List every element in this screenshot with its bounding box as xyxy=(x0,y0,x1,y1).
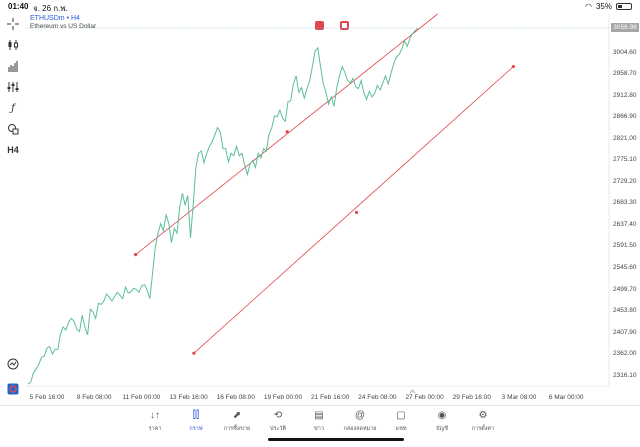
crosshair-icon[interactable] xyxy=(5,16,21,32)
price-axis-label: 2545.60 xyxy=(613,263,637,271)
trendline-2-handle[interactable] xyxy=(354,210,359,215)
price-axis-label: 3004.60 xyxy=(613,48,637,56)
symbol-name: ETHUSDm xyxy=(30,15,65,22)
price-axis-label: 2499.70 xyxy=(613,285,637,293)
nav-quotes[interactable]: ↓↑ ราคา xyxy=(135,409,175,433)
nav-label: การตั้งค่า xyxy=(471,426,495,432)
nav-mailbox[interactable]: @ กล่องจดหมาย xyxy=(340,409,380,433)
nav-label: ประวัติ xyxy=(269,426,287,432)
chart-toolbar: ƒ H4 xyxy=(0,13,26,403)
account-icon: ◉ xyxy=(437,410,447,421)
price-axis-label: 2591.50 xyxy=(613,242,637,250)
sell-button[interactable] xyxy=(315,21,324,30)
nav-label: การซื้อขาย xyxy=(223,426,251,432)
nav-trade[interactable]: ⬈ การซื้อขาย xyxy=(217,409,257,433)
current-price-tag: 3056.98 xyxy=(611,23,639,32)
signal-icon[interactable] xyxy=(5,356,21,372)
home-indicator xyxy=(268,438,404,441)
nav-news[interactable]: ▤ ข่าว xyxy=(299,409,339,433)
timeframe-button[interactable]: H4 xyxy=(7,145,19,155)
price-axis-label: 2316.10 xyxy=(613,371,637,379)
shapes-icon[interactable] xyxy=(5,121,21,137)
price-axis-label: 2775.10 xyxy=(613,156,637,164)
nav-label: กล่องจดหมาย xyxy=(343,426,377,432)
settings-icon: ⚙ xyxy=(478,410,488,421)
time-axis-label: 6 Mar 00:00 xyxy=(548,394,584,401)
scroll-to-latest-icon[interactable] xyxy=(409,389,416,394)
nav-chat[interactable]: ▢ แชท xyxy=(381,409,421,433)
nav-history[interactable]: ⟲ ประวัติ xyxy=(258,409,298,433)
trendline-1-handle[interactable] xyxy=(285,130,289,134)
indicators-icon[interactable] xyxy=(5,58,21,74)
wifi-icon: ◠ xyxy=(585,2,592,11)
quotes-icon: ↓↑ xyxy=(150,410,160,421)
chat-icon: ▢ xyxy=(396,410,406,421)
symbol-timeframe: H4 xyxy=(70,15,80,22)
time-axis-label: 16 Feb 08:00 xyxy=(216,394,255,401)
time-axis-label: 13 Feb 16:00 xyxy=(169,394,208,401)
nav-label: ข่าว xyxy=(314,426,324,432)
function-icon[interactable]: ƒ xyxy=(11,102,15,114)
time-axis-label: 5 Feb 16:00 xyxy=(29,394,65,401)
time-axis-label: 24 Feb 08:00 xyxy=(358,394,397,401)
nav-label: ราคา xyxy=(148,426,162,432)
price-axis-label: 2729.20 xyxy=(613,177,637,185)
status-time: 01:40 xyxy=(8,2,29,11)
app-logo-icon[interactable] xyxy=(5,381,21,397)
price-axis-label: 2912.80 xyxy=(613,91,637,99)
time-axis-label: 21 Feb 16:00 xyxy=(311,394,350,401)
price-axis-label: 2453.80 xyxy=(613,307,637,315)
trade-icon: ⬈ xyxy=(232,410,242,421)
price-axis-label: 2362.00 xyxy=(613,350,637,358)
nav-label: บัญชี xyxy=(436,426,448,432)
mailbox-icon: @ xyxy=(354,410,366,421)
status-bar: 01:40 จ. 26 ก.พ. ◠ 35% xyxy=(0,0,640,13)
nav-settings[interactable]: ⚙ การตั้งค่า xyxy=(463,409,503,433)
price-axis-label: 2407.90 xyxy=(613,328,637,336)
time-axis-label: 11 Feb 00:00 xyxy=(122,394,161,401)
trendline-2-handle[interactable] xyxy=(511,64,515,69)
news-icon: ▤ xyxy=(314,410,324,421)
time-axis-label: 29 Feb 16:00 xyxy=(452,394,491,401)
adjustments-icon[interactable] xyxy=(5,79,21,95)
nav-chart[interactable]: ⫿⫿ กราฟ xyxy=(176,409,216,433)
history-icon: ⟲ xyxy=(273,410,283,421)
buy-button[interactable] xyxy=(340,21,349,30)
price-series-line xyxy=(27,27,419,385)
nav-account[interactable]: ◉ บัญชี xyxy=(422,409,462,433)
time-axis-label: 19 Feb 00:00 xyxy=(263,394,303,401)
price-axis[interactable]: 3004.60 2958.70 2912.80 2866.90 2821.00 2775.… xyxy=(610,14,640,386)
chart-icon: ⫿⫿ xyxy=(192,410,200,421)
price-axis-label: 2821.00 xyxy=(613,134,637,142)
time-axis-label: 3 Mar 08:00 xyxy=(501,394,537,401)
time-axis[interactable]: 5 Feb 16:00 8 Feb 08:00 11 Feb 00:00 13 Feb… xyxy=(26,391,610,403)
price-axis-label: 2683.30 xyxy=(613,199,637,207)
time-axis-label: 8 Feb 08:00 xyxy=(76,394,112,401)
symbol-description: Ethereum vs US Dollar xyxy=(30,23,97,30)
status-date: จ. 26 ก.พ. xyxy=(33,4,68,13)
price-axis-label: 2866.90 xyxy=(613,113,637,121)
trendline-1-handle[interactable] xyxy=(134,253,138,257)
battery-percent: 35% xyxy=(595,2,612,11)
nav-label: กราฟ xyxy=(189,426,203,432)
time-axis-label: 27 Feb 00:00 xyxy=(405,394,444,401)
symbol-separator: • xyxy=(66,15,70,22)
nav-label: แชท xyxy=(395,426,407,432)
chart-symbol: ETHUSDm • H4 xyxy=(30,15,80,22)
price-axis-label: 2637.40 xyxy=(613,220,637,228)
trendline-2[interactable] xyxy=(193,66,514,354)
price-axis-label: 2958.70 xyxy=(613,70,637,78)
trendline-1[interactable] xyxy=(135,13,438,255)
trendline-2-handle[interactable] xyxy=(192,351,196,355)
battery-icon xyxy=(616,3,632,10)
candlestick-type-icon[interactable] xyxy=(5,37,21,53)
